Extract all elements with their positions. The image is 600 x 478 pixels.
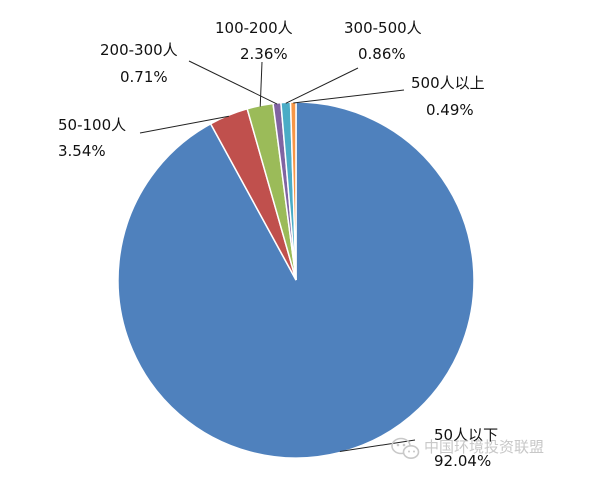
slice-category-label: 50-100人: [58, 116, 126, 134]
leader-lines: [139, 60, 416, 452]
leader-line: [139, 115, 229, 134]
slice-percent-label: 92.04%: [434, 452, 491, 470]
leader-line: [259, 61, 263, 107]
slice-category-label: 500人以上: [411, 74, 485, 92]
slice-percent-label: 3.54%: [58, 142, 106, 160]
slice-category-label: 50人以下: [434, 426, 498, 444]
slice-percent-label: 0.86%: [358, 45, 406, 63]
slice-category-label: 100-200人: [215, 19, 293, 37]
leader-line: [293, 89, 405, 104]
slice-percent-label: 0.49%: [426, 101, 474, 119]
pie-slice: [117, 101, 475, 459]
watermark-text: 中国环境投资联盟: [424, 438, 544, 456]
watermark: 中国环境投资联盟: [391, 437, 544, 459]
pie-slice: [289, 101, 297, 281]
pie-slices: [117, 101, 475, 459]
slice-percent-label: 0.71%: [120, 68, 168, 86]
data-labels: 50人以下 92.04% 50-100人 3.54% 100-200人 2.36% 200-…: [58, 19, 498, 470]
slice-percent-label: 2.36%: [240, 45, 288, 63]
slice-category-label: 300-500人: [344, 19, 422, 37]
slice-category-label: 200-300人: [100, 41, 178, 59]
leader-line: [339, 439, 416, 452]
leader-line: [188, 60, 278, 105]
leader-line: [285, 67, 359, 104]
wechat-icon: [391, 437, 420, 459]
